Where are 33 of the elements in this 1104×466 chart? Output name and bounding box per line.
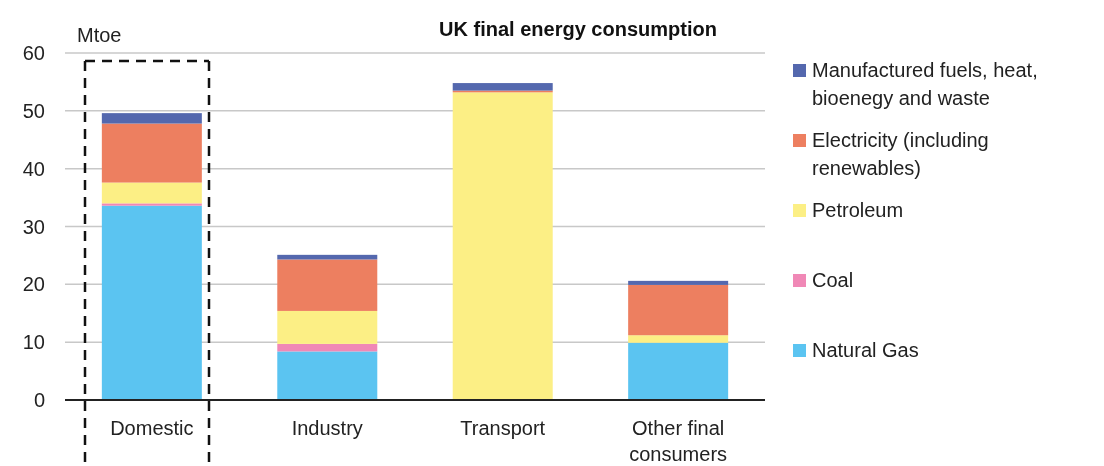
bar: [628, 280, 729, 285]
bar: [101, 113, 202, 124]
y-tick-label: 30: [22, 215, 45, 238]
legend-label: Petroleum: [812, 199, 904, 221]
y-tick-label: 0: [33, 389, 45, 411]
bar: [101, 123, 202, 183]
bar: [277, 343, 378, 352]
x-tick-label: Transport: [460, 417, 546, 439]
y-axis-title: Mtoe: [77, 24, 122, 46]
bar: [452, 83, 553, 91]
bar: [277, 310, 378, 344]
x-tick-label: Other final consumers: [629, 417, 728, 465]
y-tick-label: 40: [22, 157, 45, 180]
bar: [101, 203, 202, 206]
x-tick-label: Industry: [291, 417, 363, 439]
y-tick-label: 20: [22, 273, 45, 296]
bar: [101, 205, 202, 400]
x-tick-label: Domestic: [110, 417, 194, 439]
bar: [628, 342, 729, 400]
legend-label: Electricity (including renewables): [812, 129, 989, 179]
y-tick-label: 10: [22, 331, 45, 354]
chart-title: UK final energy consumption: [439, 18, 717, 40]
bar: [101, 182, 202, 204]
legend-label: Natural Gas: [812, 339, 919, 361]
bar: [277, 259, 378, 311]
bar: [628, 284, 729, 336]
bar: [628, 335, 729, 343]
y-tick-label: 60: [22, 42, 45, 64]
bar: [277, 351, 378, 400]
legend-label: Manufactured fuels, heat, bioenegy and waste: [812, 59, 1038, 109]
bar: [452, 92, 553, 400]
y-tick-label: 50: [22, 99, 45, 122]
legend-label: Coal: [812, 269, 854, 291]
